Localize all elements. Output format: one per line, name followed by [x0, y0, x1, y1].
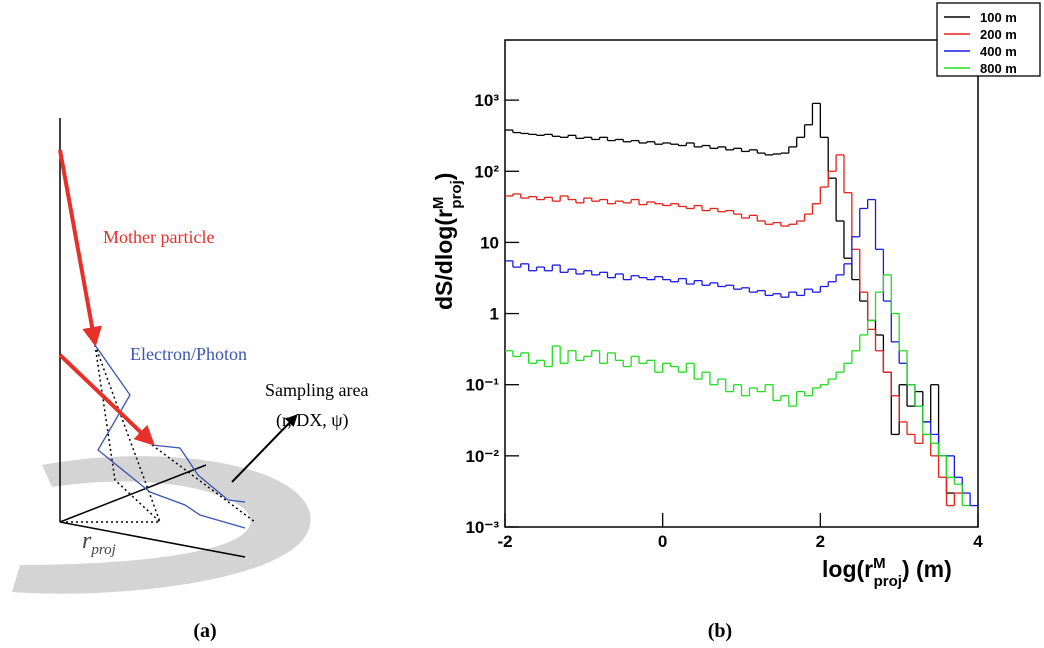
label: r — [82, 528, 92, 554]
label: Mother particle — [103, 227, 214, 247]
axis-label: ) (m) — [902, 556, 952, 582]
label: proj — [90, 542, 115, 558]
mother-arrow — [58, 353, 155, 446]
legend-label: 200 m — [980, 27, 1017, 42]
legend-label: 800 m — [980, 61, 1017, 76]
y-tick-label: 10⁻¹ — [465, 376, 499, 395]
sampling-ring — [12, 456, 311, 594]
axis-label: M — [873, 555, 886, 572]
axis-label: dS/dlog(r — [431, 209, 457, 310]
axes-sketch — [59, 118, 246, 558]
axis-label: ) — [431, 173, 457, 181]
legend-label: 100 m — [980, 10, 1017, 25]
shower-tracks — [94, 344, 246, 529]
mother-arrow — [58, 149, 102, 347]
label: (r, DX, ψ) — [276, 410, 349, 431]
label: Electron/Photon — [130, 344, 247, 364]
x-tick-label: 4 — [973, 532, 983, 551]
diagram: Mother particle Electron/Photon Sampling… — [12, 118, 732, 642]
plot-frame — [504, 39, 979, 528]
y-tick-label: 10⁻³ — [465, 518, 499, 537]
axis-label: log(rM proj) (m) — [822, 555, 952, 590]
y-tick-label: 1 — [490, 305, 499, 324]
y-tick-label: 10³ — [474, 91, 499, 110]
axis-label: dS/dlog(rMproj) — [430, 173, 465, 310]
x-tick-label: -2 — [497, 532, 512, 551]
y-tick-label: 10⁻² — [465, 447, 499, 466]
y-tick-label: 10² — [474, 162, 499, 181]
x-tick-label: 0 — [658, 532, 667, 551]
label: Sampling area — [265, 380, 368, 400]
dotted-projection — [65, 344, 256, 523]
caption: (a) — [193, 620, 216, 642]
axis-label: M — [430, 197, 447, 210]
axis-label: proj — [874, 573, 902, 590]
caption: (b) — [708, 620, 732, 642]
y-tick-label: 10 — [480, 233, 499, 252]
label: rproj — [82, 528, 116, 558]
legend-box — [936, 2, 1041, 77]
sampling-arrow — [231, 414, 298, 483]
axis-label: proj — [448, 180, 465, 208]
x-tick-label: 2 — [816, 532, 825, 551]
legend-label: 400 m — [980, 44, 1017, 59]
axis-label: log(r — [822, 556, 873, 582]
